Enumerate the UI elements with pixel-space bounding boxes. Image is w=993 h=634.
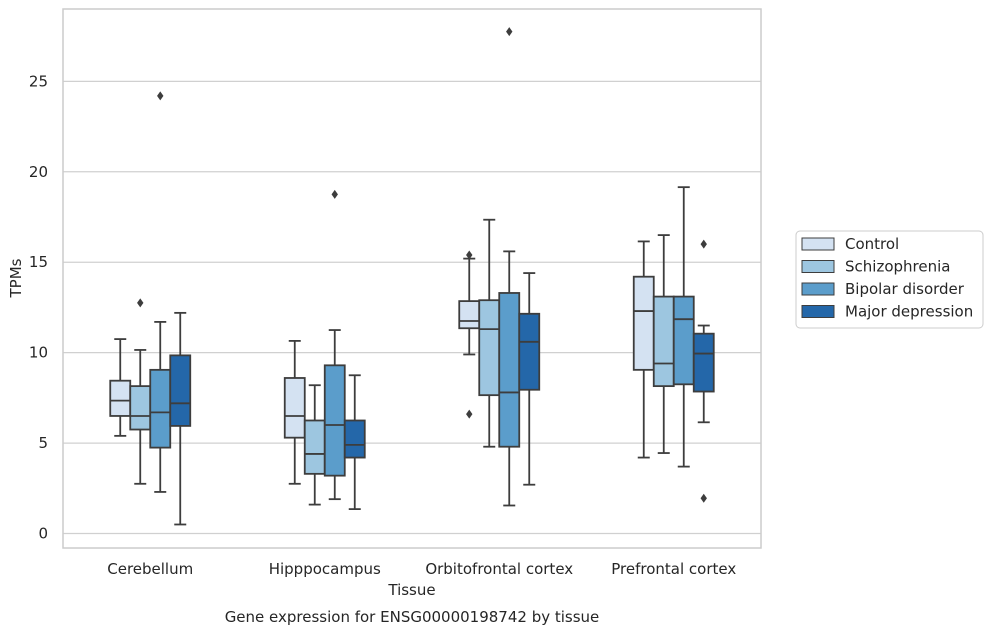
outlier-point [157,91,164,101]
grid-lines [63,80,761,535]
box-iqr [149,368,172,449]
outlier-point [466,250,473,260]
box-major-depression [692,239,715,503]
x-tick-label: Prefrontal cortex [611,560,736,578]
outlier-point [700,239,707,249]
x-tick-label: Orbitofrontal cortex [425,560,573,578]
box-iqr [283,377,306,439]
legend-swatch [801,260,835,273]
box-iqr [169,354,192,427]
box-iqr [692,332,715,393]
outlier-point [331,189,338,199]
outlier-point [137,298,144,308]
box-bipolar-disorder [672,186,695,468]
box-iqr [478,299,501,397]
plot-area-background [63,9,761,548]
y-axis-label: TPMs [7,258,25,298]
x-tick-label: Hipppocampus [269,560,381,578]
box-schizophrenia [652,234,675,454]
legend-label: Schizophrenia [845,258,950,276]
x-tick-labels: Cerebellum Hipppocampus Orbitofrontal cort… [107,560,736,578]
legend-swatch [801,237,835,251]
legend-label: Bipolar disorder [845,280,965,298]
box-control [632,240,655,459]
box-iqr [323,364,346,477]
x-axis-label: Tissue [387,581,435,599]
box-major-depression [169,311,192,526]
box-iqr [518,312,541,391]
x-tick-label: Cerebellum [107,560,193,578]
legend: Control Schizophrenia Bipolar disorder Majo… [795,230,984,329]
box-iqr [129,385,152,431]
box-iqr [109,379,132,417]
box-iqr [303,419,326,475]
y-tick-labels: 0 5 10 15 20 25 [29,72,48,542]
legend-label: Major depression [845,303,973,321]
y-tick-label: 10 [29,344,48,362]
y-tick-label: 20 [29,163,48,181]
box-iqr [343,419,366,459]
figure-caption: Gene expression for ENSG00000198742 by t… [225,608,600,626]
box-iqr [458,300,481,330]
y-tick-label: 5 [38,434,48,452]
outlier-point [700,493,707,503]
box-iqr [672,295,695,386]
outlier-point [466,409,473,419]
legend-swatch [801,282,835,296]
y-tick-label: 15 [29,253,48,271]
box-control [458,250,481,419]
plot-area-border [62,8,762,549]
box-iqr [632,275,655,371]
y-tick-label: 25 [29,72,48,90]
box-schizophrenia [303,384,326,506]
box-control [283,340,306,485]
box-major-depression [518,272,541,486]
box-iqr [498,292,521,448]
legend-frame [795,230,984,329]
outlier-point [506,27,513,37]
box-major-depression [343,374,366,511]
box-control [109,338,132,437]
y-tick-label: 0 [38,525,48,543]
legend-swatch [801,305,835,318]
box-iqr [652,295,675,388]
boxes [109,27,715,526]
legend-label: Control [845,235,899,253]
